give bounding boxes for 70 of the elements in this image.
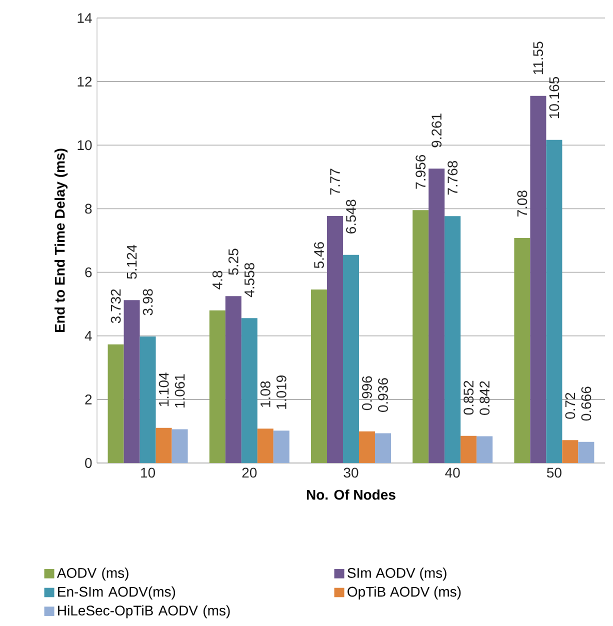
data-label: 0.936: [378, 378, 388, 412]
legend-label: SIm AODV (ms): [348, 568, 446, 581]
data-label: 1.061: [174, 374, 185, 408]
data-label: 3.732: [110, 289, 121, 324]
bar: [257, 428, 274, 463]
x-tick-label: 40: [445, 468, 460, 478]
bar: [476, 436, 493, 463]
bar: [108, 344, 124, 463]
data-label: 0.72: [565, 392, 576, 419]
data-label: 0.666: [581, 386, 592, 421]
data-label: 7.08: [517, 190, 528, 217]
legend-label: OpTiB AODV (ms): [348, 586, 461, 600]
data-label: 4.558: [244, 262, 254, 298]
data-label: 0.842: [480, 381, 490, 415]
data-label: 7.768: [448, 160, 458, 195]
y-tick-label: 2: [85, 394, 92, 404]
bar: [428, 168, 445, 463]
bar: [546, 140, 562, 463]
x-tick-label: 50: [546, 468, 562, 478]
bar: [326, 216, 343, 463]
x-axis-title: No. Of Nodes: [306, 489, 396, 500]
data-label: 6.548: [346, 200, 356, 234]
x-tick-label: 20: [242, 468, 257, 478]
data-label: 9.261: [432, 114, 442, 148]
bar: [241, 318, 258, 463]
y-tick-label: 0: [85, 458, 92, 468]
data-label: 7.77: [330, 168, 340, 195]
legend-label: HiLeSec-OpTiB AODV (ms): [58, 605, 230, 618]
data-label: 5.124: [126, 244, 137, 279]
data-label: 10.165: [549, 76, 560, 118]
bar: [444, 216, 461, 463]
x-tick-label: 30: [344, 468, 358, 478]
bar: [310, 289, 327, 463]
y-tick-label: 12: [78, 76, 92, 86]
y-axis-title: End to End Time Delay (ms): [54, 148, 68, 332]
data-label: 0.852: [464, 380, 474, 415]
legend-label: AODV (ms): [56, 568, 128, 581]
bar: [514, 238, 530, 463]
data-label: 7.956: [416, 154, 426, 189]
bar: [460, 436, 477, 463]
y-tick-label: 14: [78, 13, 92, 23]
bar: [209, 310, 226, 463]
bar: [225, 296, 242, 463]
y-tick-label: 8: [85, 204, 92, 214]
bar: [358, 431, 375, 463]
bar: [578, 442, 594, 463]
bar: [530, 96, 546, 463]
data-label: 0.996: [362, 376, 372, 410]
bar: [273, 430, 290, 463]
bar: [124, 300, 140, 463]
bar: [156, 428, 172, 463]
y-tick-label: 6: [85, 267, 92, 278]
y-tick-label: 4: [84, 331, 92, 341]
data-label: 11.55: [533, 42, 544, 74]
bar: [412, 210, 429, 463]
y-tick-label: 10: [78, 140, 92, 150]
legend-label: En-SIm AODV(ms): [58, 586, 176, 600]
x-tick-label: 10: [141, 468, 156, 478]
bar: [342, 254, 359, 463]
data-label: 5.25: [228, 248, 238, 275]
data-label: 4.8: [212, 270, 222, 290]
bar: [562, 440, 578, 463]
data-label: 5.46: [314, 242, 324, 268]
data-label: 1.08: [260, 381, 270, 407]
bar: [140, 336, 156, 463]
bar: [374, 433, 391, 463]
data-label: 1.104: [158, 372, 169, 406]
bar: [172, 429, 188, 463]
data-label: 3.98: [142, 289, 153, 316]
data-label: 1.019: [276, 376, 286, 409]
